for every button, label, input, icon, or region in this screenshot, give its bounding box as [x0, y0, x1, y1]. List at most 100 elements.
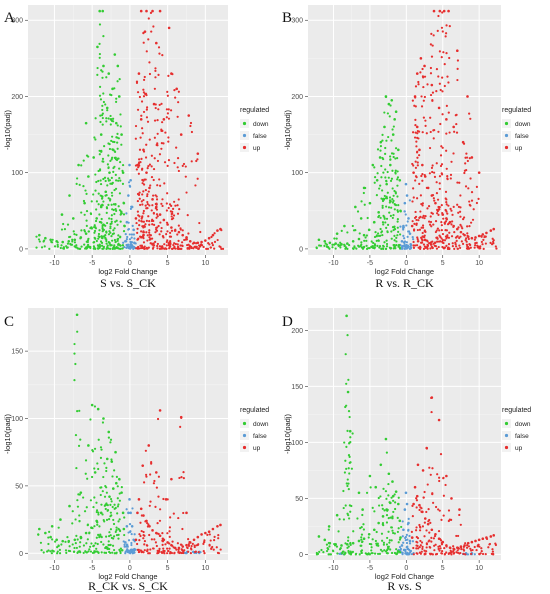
point-false [130, 236, 133, 239]
point-up [415, 497, 418, 500]
point-down [119, 210, 123, 213]
point-up [466, 159, 469, 163]
point-false [402, 226, 405, 229]
point-up [469, 117, 472, 120]
point-down [99, 98, 103, 101]
point-down [99, 194, 102, 197]
point-up [438, 476, 441, 479]
point-down [91, 527, 94, 530]
point-up [430, 528, 434, 532]
point-down [68, 549, 72, 553]
point-down [372, 241, 375, 245]
point-down [110, 139, 113, 142]
point-up [421, 216, 424, 219]
point-down [360, 538, 363, 541]
point-up [198, 221, 201, 225]
point-up [137, 237, 140, 240]
point-up [153, 479, 156, 483]
point-up [484, 553, 487, 556]
point-up [145, 231, 148, 234]
point-up [466, 95, 469, 98]
point-down [83, 510, 87, 513]
point-up [435, 192, 439, 195]
point-down [344, 504, 347, 507]
point-down [94, 189, 97, 192]
point-up [206, 247, 210, 250]
legend-key-up [504, 445, 509, 450]
point-up [152, 194, 155, 197]
point-up [142, 110, 146, 114]
point-up [150, 154, 153, 157]
point-up [181, 164, 184, 167]
point-up [141, 127, 144, 130]
point-up [136, 511, 139, 515]
point-down [362, 186, 366, 190]
point-false [409, 549, 412, 553]
point-up [165, 233, 168, 236]
point-down [337, 244, 340, 247]
point-down [111, 487, 115, 490]
point-up [141, 193, 144, 196]
point-up [436, 237, 439, 240]
point-up [176, 233, 179, 236]
y-tick-label: 100 [11, 170, 23, 177]
point-up [153, 223, 156, 226]
point-down [347, 454, 351, 457]
point-down [362, 523, 365, 526]
point-down [64, 540, 67, 543]
point-down [389, 155, 392, 158]
point-up [429, 546, 432, 549]
point-down [86, 240, 89, 244]
point-up [146, 194, 149, 198]
point-down [92, 241, 95, 244]
point-down [80, 245, 83, 248]
point-up [141, 215, 144, 218]
point-up [167, 117, 171, 120]
point-up [415, 540, 418, 543]
point-up [429, 130, 432, 134]
point-down [38, 233, 41, 237]
point-up [441, 146, 444, 149]
point-up [418, 228, 422, 231]
point-up [449, 549, 452, 552]
point-down [74, 362, 77, 366]
point-down [390, 230, 393, 233]
point-up [173, 161, 176, 165]
point-false [404, 213, 407, 216]
point-up [142, 530, 145, 534]
point-down [40, 246, 44, 249]
point-up [458, 513, 461, 517]
point-down [111, 233, 114, 236]
point-up [148, 525, 151, 528]
point-up [182, 471, 185, 474]
point-up [435, 90, 438, 93]
point-down [108, 230, 111, 233]
point-up [161, 198, 164, 201]
point-up [459, 194, 462, 197]
point-down [44, 531, 47, 535]
point-up [441, 173, 444, 176]
point-up [433, 534, 437, 538]
point-up [138, 164, 141, 167]
point-up [445, 218, 449, 221]
point-down [359, 544, 362, 547]
point-up [423, 517, 427, 520]
point-up [137, 548, 140, 551]
point-up [429, 93, 433, 97]
point-false [408, 230, 411, 233]
point-up [423, 173, 426, 177]
point-false [131, 224, 134, 227]
point-up [170, 215, 173, 218]
point-up [465, 152, 468, 155]
point-down [378, 246, 381, 249]
point-up [436, 240, 439, 243]
point-down [115, 97, 118, 100]
point-down [396, 220, 399, 223]
point-false [129, 179, 132, 182]
point-down [391, 133, 395, 136]
point-up [142, 148, 145, 152]
point-down [47, 536, 50, 539]
point-down [56, 243, 59, 246]
point-false [129, 552, 132, 555]
point-false [405, 533, 408, 537]
